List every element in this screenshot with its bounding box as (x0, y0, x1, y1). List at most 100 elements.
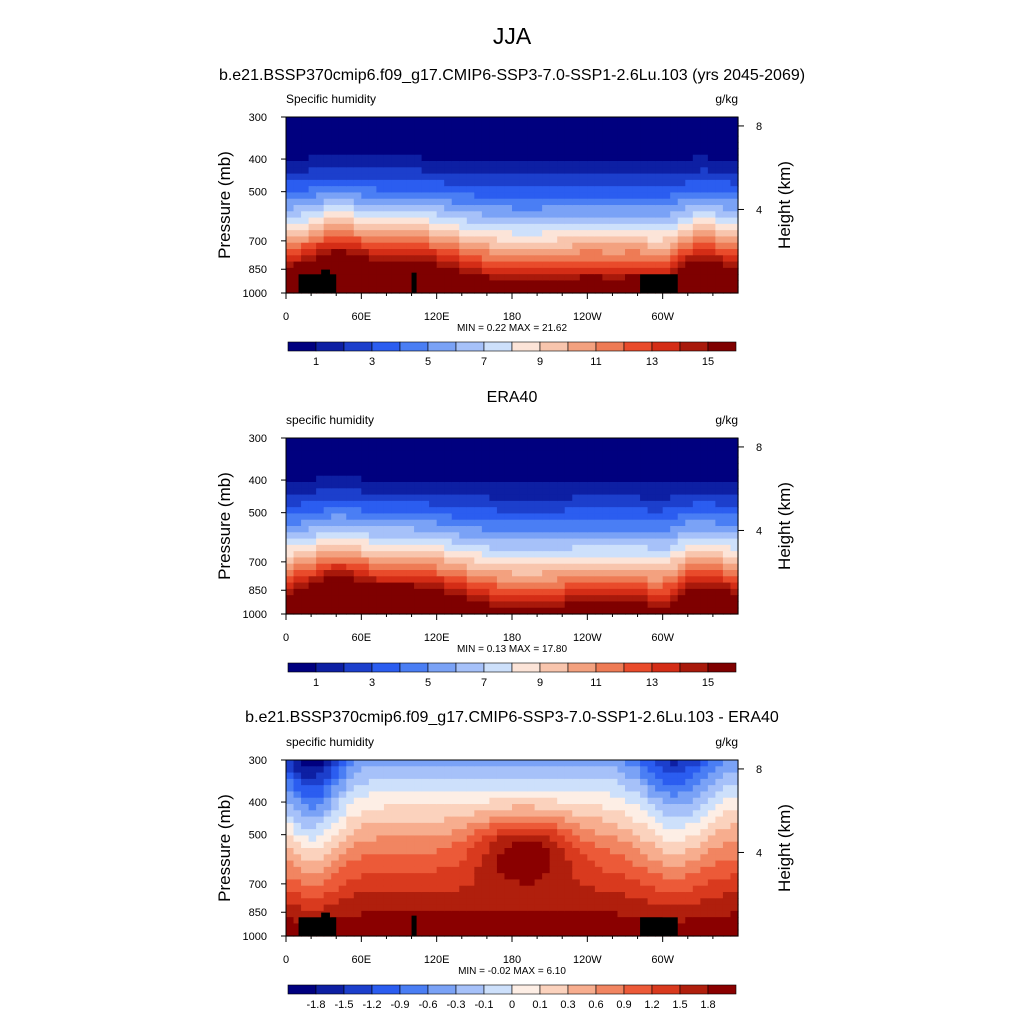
field-cell (436, 444, 445, 452)
field-cell (466, 879, 475, 887)
field-cell (451, 551, 460, 559)
field-cell (602, 879, 611, 887)
field-cell (451, 255, 460, 263)
field-cell (316, 570, 325, 577)
field-cell (730, 148, 739, 156)
colorbar-swatch (455, 662, 485, 673)
field-cell (346, 563, 355, 571)
field-cell (557, 910, 566, 918)
field-cell (383, 576, 393, 584)
field-cell (421, 538, 430, 546)
field-cell (346, 123, 355, 131)
field-cell (361, 135, 370, 143)
field-cell (346, 772, 355, 780)
field-cell (534, 841, 543, 849)
field-cell (301, 835, 310, 843)
field-cell (496, 835, 506, 843)
field-cell (512, 835, 521, 843)
field-cell (383, 526, 393, 533)
field-cell (376, 507, 385, 515)
field-cell (436, 123, 445, 131)
field-cell (459, 532, 468, 540)
field-cell (451, 892, 460, 899)
field-cell (436, 588, 445, 596)
field-cell (632, 142, 641, 150)
field-cell (399, 822, 408, 830)
field-cell (662, 123, 671, 131)
field-cell (383, 211, 393, 219)
field-cell (421, 848, 430, 855)
field-cell (459, 267, 468, 275)
field-cell (625, 482, 634, 489)
field-cell (519, 154, 528, 162)
field-cell (519, 860, 528, 868)
field-cell (715, 123, 724, 131)
field-cell (549, 892, 558, 899)
field-cell (331, 123, 340, 131)
field-cell (316, 438, 325, 445)
field-cell (722, 154, 732, 162)
field-cell (602, 854, 611, 862)
field-cell (466, 482, 475, 489)
field-cell (557, 797, 566, 805)
field-cell (323, 444, 332, 452)
field-cell (602, 211, 611, 219)
field-cell (406, 230, 415, 238)
field-cell (677, 117, 686, 124)
field-cell (655, 544, 664, 552)
field-cell (376, 242, 385, 250)
field-cell (376, 904, 385, 912)
field-cell (512, 917, 521, 925)
field-cell (602, 797, 611, 805)
field-cell (572, 576, 581, 584)
field-cell (286, 841, 295, 849)
field-cell (662, 576, 671, 584)
field-cell (519, 173, 528, 181)
field-cell (549, 198, 558, 206)
field-cell (579, 551, 588, 559)
field-cell (414, 898, 423, 906)
field-cell (655, 595, 664, 603)
field-cell (481, 822, 490, 830)
field-cell (519, 841, 528, 849)
field-cell (421, 223, 430, 231)
field-cell (368, 192, 377, 200)
field-cell (481, 494, 490, 502)
field-cell (625, 179, 634, 187)
field-cell (331, 804, 340, 811)
field-cell (368, 879, 377, 887)
field-cell (519, 791, 528, 799)
field-cell (496, 205, 506, 212)
field-cell (429, 242, 438, 250)
field-cell (564, 135, 573, 143)
colorbar-label: 11 (590, 356, 601, 368)
field-cell (489, 261, 498, 269)
field-cell (331, 129, 340, 137)
colorbar-swatch (651, 341, 681, 352)
field-cell (549, 488, 558, 496)
field-cell (572, 910, 581, 918)
field-cell (647, 161, 656, 168)
field-cell (564, 607, 573, 615)
field-cell (655, 829, 664, 837)
field-cell (444, 898, 453, 906)
field-cell (361, 267, 370, 275)
field-cell (301, 513, 310, 521)
field-cell (316, 223, 325, 231)
field-cell (549, 242, 558, 250)
field-cell (579, 438, 588, 445)
field-cell (353, 129, 362, 137)
field-cell (361, 810, 370, 818)
field-cell (361, 173, 370, 181)
field-cell (301, 607, 310, 615)
field-cell (557, 255, 566, 263)
field-cell (316, 444, 325, 452)
field-cell (391, 280, 400, 288)
field-cell (421, 469, 430, 477)
field-cell (594, 230, 603, 238)
field-cell (331, 892, 340, 899)
field-cell (451, 563, 460, 571)
field-cell (308, 785, 317, 793)
field-cell (481, 280, 490, 288)
field-cell (685, 135, 694, 143)
